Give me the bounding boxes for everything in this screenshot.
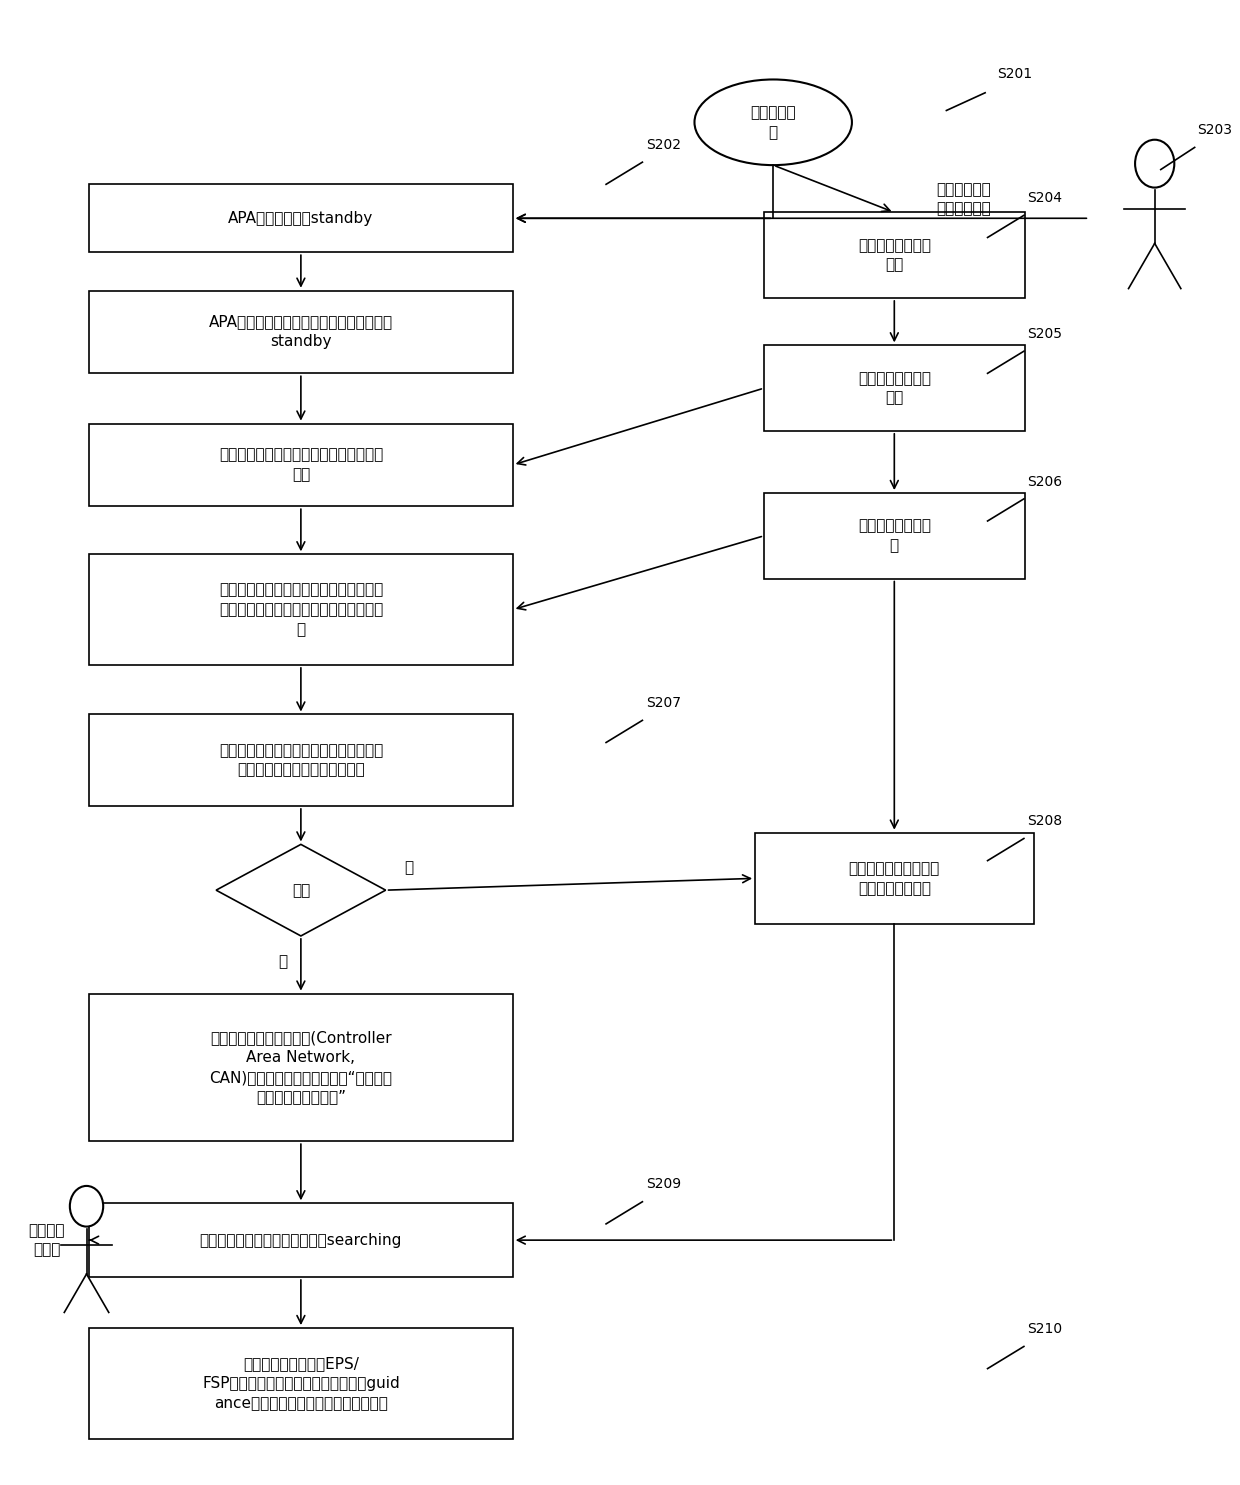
Text: S208: S208 xyxy=(1028,814,1063,829)
Text: APA系统后台找车位，状态保持为待机状态
standby: APA系统后台找车位，状态保持为待机状态 standby xyxy=(208,315,393,349)
Polygon shape xyxy=(216,845,386,936)
Text: S202: S202 xyxy=(646,138,681,151)
FancyBboxPatch shape xyxy=(764,493,1024,579)
Text: 驾驶员确
认使用: 驾驶员确 认使用 xyxy=(29,1222,64,1258)
Ellipse shape xyxy=(69,1187,103,1227)
Text: APA进入待机状态standby: APA进入待机状态standby xyxy=(228,211,373,226)
Text: S205: S205 xyxy=(1028,327,1063,342)
Text: 失败: 失败 xyxy=(291,882,310,897)
FancyBboxPatch shape xyxy=(89,993,513,1140)
FancyBboxPatch shape xyxy=(764,212,1024,298)
Text: S210: S210 xyxy=(1028,1322,1063,1336)
Text: S201: S201 xyxy=(997,67,1033,82)
Text: S207: S207 xyxy=(646,696,681,710)
Text: S203: S203 xyxy=(1197,123,1233,137)
FancyBboxPatch shape xyxy=(89,714,513,806)
Text: S206: S206 xyxy=(1028,475,1063,489)
Text: S204: S204 xyxy=(1028,192,1063,205)
Text: 系统根据驾驶员泊车过程中转角传感器、
车速、油门、行驶路径等不断更新规划轨
迹: 系统根据驾驶员泊车过程中转角传感器、 车速、油门、行驶路径等不断更新规划轨 迹 xyxy=(218,582,383,637)
Text: 整车本地上
电: 整车本地上 电 xyxy=(750,105,796,140)
Text: 驾驶员开始人工泊
车: 驾驶员开始人工泊 车 xyxy=(858,518,931,554)
Text: 驾驶员找到车位并
停车: 驾驶员找到车位并 停车 xyxy=(858,371,931,405)
Text: 系统后台记录泊车目标车位并规划出泊车
轨迹: 系统后台记录泊车目标车位并规划出泊车 轨迹 xyxy=(218,447,383,483)
FancyBboxPatch shape xyxy=(89,1203,513,1277)
Text: S209: S209 xyxy=(646,1178,681,1191)
Ellipse shape xyxy=(694,80,852,165)
FancyBboxPatch shape xyxy=(89,291,513,373)
FancyBboxPatch shape xyxy=(764,346,1024,431)
Text: 系统通过控制器局域网络(Controller
Area Network,
CAN)网络发送信号，仪表显示“自动泊车
系统请确认是否开启”: 系统通过控制器局域网络(Controller Area Network, CAN… xyxy=(210,1031,392,1105)
Text: 否: 否 xyxy=(404,860,413,875)
Text: 系统根据驾驶员泊车时间、操库次数及规
划轨迹判断驾驶员泊车是否失败: 系统根据驾驶员泊车时间、操库次数及规 划轨迹判断驾驶员泊车是否失败 xyxy=(218,742,383,778)
FancyBboxPatch shape xyxy=(89,184,513,252)
Text: 系统接管车辆，并与EPS/
FSP等系统完成握手，系统状态切换为guid
ance，系统根据最新轨迹进行泊车控制: 系统接管车辆，并与EPS/ FSP等系统完成握手，系统状态切换为guid anc… xyxy=(202,1356,399,1411)
Text: 泊车系统开启，系统状态切换为searching: 泊车系统开启，系统状态切换为searching xyxy=(200,1233,402,1247)
FancyBboxPatch shape xyxy=(89,1328,513,1439)
FancyBboxPatch shape xyxy=(89,423,513,506)
Ellipse shape xyxy=(1135,140,1174,187)
FancyBboxPatch shape xyxy=(755,833,1034,924)
Text: 驾驶员向前行驶找
车位: 驾驶员向前行驶找 车位 xyxy=(858,238,931,273)
Text: 驾驶员放弃泊车，主动
开启自动泊车系统: 驾驶员放弃泊车，主动 开启自动泊车系统 xyxy=(848,861,940,895)
Text: 驾驶员未使用
自动泊车系统: 驾驶员未使用 自动泊车系统 xyxy=(936,181,992,217)
FancyBboxPatch shape xyxy=(89,554,513,665)
Text: 是: 是 xyxy=(278,953,288,968)
